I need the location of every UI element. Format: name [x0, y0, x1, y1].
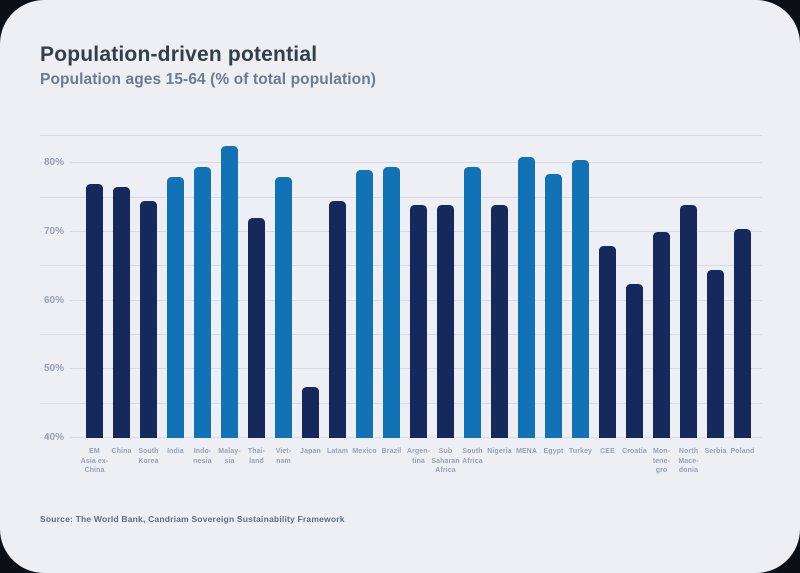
- bar-column-mexico: Mexico: [352, 136, 377, 455]
- bar-latam: [329, 201, 346, 438]
- bar-column-montenegro: Mon- tene- gro: [653, 136, 670, 474]
- x-tick-label-turkey: Turkey: [568, 448, 593, 455]
- bar-north-macedonia: [680, 204, 697, 438]
- bar-mexico: [356, 170, 373, 438]
- bar-column-mena: MENA: [516, 136, 537, 455]
- x-tick-label-malaysia: Malay- sia: [218, 448, 241, 465]
- x-tick-label-india: India: [167, 448, 184, 455]
- x-tick-label-serbia: Serbia: [704, 448, 727, 455]
- bar-indonesia: [194, 166, 211, 438]
- x-tick-label-brazil: Brazil: [381, 448, 402, 455]
- bar-column-egypt: Egypt: [544, 136, 563, 455]
- bar-column-south-africa: South Africa: [462, 136, 483, 465]
- chart-subtitle: Population ages 15-64 (% of total popula…: [40, 71, 377, 88]
- bar-brazil: [383, 166, 400, 438]
- x-tick-label-em-asia-ex-china: EM Asia ex- China: [80, 448, 109, 474]
- bar-poland: [734, 228, 751, 438]
- x-tick-label-japan: Japan: [300, 448, 321, 455]
- bar-column-poland: Poland: [731, 136, 754, 455]
- gridline-40: [40, 437, 762, 438]
- bar-japan: [302, 386, 319, 438]
- gridline-65: [40, 265, 762, 267]
- x-tick-label-indonesia: Indo- nesia: [193, 448, 212, 465]
- plot-top-border: [40, 135, 762, 136]
- bar-column-latam: Latam: [327, 136, 348, 455]
- gridline-75: [40, 196, 762, 198]
- bar-thailand: [248, 218, 265, 438]
- bar-cee: [599, 245, 616, 438]
- x-tick-label-montenegro: Mon- tene- gro: [652, 448, 671, 474]
- x-tick-label-cee: CEE: [600, 448, 615, 455]
- gridline-80: [40, 162, 762, 164]
- gridline-60: [40, 299, 762, 301]
- bar-vietnam: [275, 177, 292, 438]
- gridline-55: [40, 334, 762, 336]
- bar-column-cee: CEE: [599, 136, 616, 455]
- bar-column-brazil: Brazil: [382, 136, 401, 455]
- bar-column-argentina: Argen- tina: [407, 136, 430, 465]
- x-tick-label-south-africa: South Africa: [462, 448, 483, 465]
- bar-column-nigeria: Nigeria: [487, 136, 512, 455]
- y-tick-label-70: 70%: [42, 225, 71, 240]
- x-tick-label-nigeria: Nigeria: [487, 448, 512, 455]
- bar-column-malaysia: Malay- sia: [218, 136, 241, 465]
- bar-mena: [518, 156, 535, 438]
- bar-nigeria: [491, 204, 508, 438]
- bar-china: [113, 187, 130, 438]
- y-tick-label-50: 50%: [42, 362, 71, 377]
- bar-column-japan: Japan: [300, 136, 321, 455]
- bar-india: [167, 177, 184, 438]
- x-tick-label-china: China: [111, 448, 132, 455]
- x-tick-label-sub-saharan-africa: Sub Saharan Africa: [431, 448, 460, 474]
- x-tick-label-poland: Poland: [730, 448, 755, 455]
- x-tick-label-latam: Latam: [326, 448, 349, 455]
- bar-montenegro: [653, 232, 670, 438]
- bar-croatia: [626, 283, 643, 438]
- bar-sub-saharan-africa: [437, 204, 454, 438]
- bar-column-sub-saharan-africa: Sub Saharan Africa: [431, 136, 460, 474]
- x-tick-label-croatia: Croatia: [622, 448, 647, 455]
- bar-column-indonesia: Indo- nesia: [193, 136, 212, 465]
- gridline-45: [40, 402, 762, 404]
- bar-column-croatia: Croatia: [622, 136, 647, 455]
- y-tick-label-40: 40%: [42, 431, 71, 445]
- bar-column-thailand: Thai- land: [248, 136, 265, 465]
- y-tick-label-60: 60%: [42, 293, 71, 308]
- bar-column-serbia: Serbia: [705, 136, 726, 455]
- bar-column-south-korea: South Korea: [138, 136, 159, 465]
- gridline-70: [40, 231, 762, 233]
- chart-title: Population-driven potential: [40, 43, 318, 66]
- x-tick-label-argentina: Argen- tina: [406, 448, 431, 465]
- bar-argentina: [410, 204, 427, 438]
- x-tick-label-north-macedonia: North Mace- donia: [678, 448, 699, 474]
- y-tick-label-80: 80%: [42, 156, 71, 171]
- bar-malaysia: [221, 146, 238, 438]
- x-tick-label-mena: MENA: [515, 448, 537, 455]
- bar-egypt: [545, 173, 562, 438]
- bar-column-em-asia-ex-china: EM Asia ex- China: [81, 136, 108, 474]
- plot-area: 40% 50% 60% 70% 80% EM Asia ex- China China So…: [40, 135, 762, 474]
- bar-turkey: [572, 160, 589, 438]
- bar-em-asia-ex-china: [86, 184, 103, 438]
- source-note: Source: The World Bank, Candriam Soverei…: [40, 514, 345, 524]
- bar-column-vietnam: Viet- nam: [275, 136, 292, 465]
- bar-south-africa: [464, 166, 481, 438]
- x-tick-label-egypt: Egypt: [543, 448, 564, 455]
- bar-column-china: China: [112, 136, 131, 455]
- x-tick-label-south-korea: South Korea: [138, 448, 159, 465]
- bar-serbia: [707, 269, 724, 438]
- gridline-50: [40, 368, 762, 370]
- bars-layer: EM Asia ex- China China South Korea India In…: [81, 136, 754, 474]
- x-tick-label-vietnam: Viet- nam: [275, 448, 292, 465]
- bar-column-india: India: [167, 136, 184, 455]
- x-tick-label-mexico: Mexico: [352, 448, 377, 455]
- bar-column-north-macedonia: North Mace- donia: [678, 136, 699, 474]
- x-tick-label-thailand: Thai- land: [247, 448, 266, 465]
- bar-south-korea: [140, 201, 157, 438]
- bar-column-turkey: Turkey: [569, 136, 592, 455]
